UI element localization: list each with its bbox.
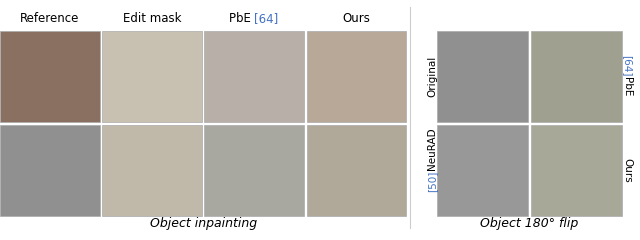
Bar	[0, 31, 100, 122]
Bar	[531, 125, 622, 216]
Text: Ours: Ours	[622, 158, 632, 183]
Text: [64]: [64]	[254, 12, 278, 25]
Text: Edit mask: Edit mask	[123, 12, 181, 25]
Bar	[437, 31, 528, 122]
Bar	[205, 31, 304, 122]
Text: [64]: [64]	[622, 55, 632, 77]
Text: [50]: [50]	[427, 170, 437, 192]
Text: PbE: PbE	[622, 77, 632, 96]
Text: Ours: Ours	[342, 12, 371, 25]
Text: Object inpainting: Object inpainting	[150, 217, 257, 230]
Text: Object 180° flip: Object 180° flip	[481, 217, 579, 230]
Bar	[531, 31, 622, 122]
Text: NeuRAD: NeuRAD	[427, 128, 437, 170]
Bar	[437, 125, 528, 216]
Text: Reference: Reference	[20, 12, 79, 25]
Bar	[102, 31, 202, 122]
Bar	[307, 125, 406, 216]
Bar	[205, 125, 304, 216]
Text: PbE: PbE	[228, 12, 254, 25]
Bar	[102, 125, 202, 216]
Bar	[0, 125, 100, 216]
Text: Original: Original	[427, 56, 437, 97]
Bar	[307, 31, 406, 122]
